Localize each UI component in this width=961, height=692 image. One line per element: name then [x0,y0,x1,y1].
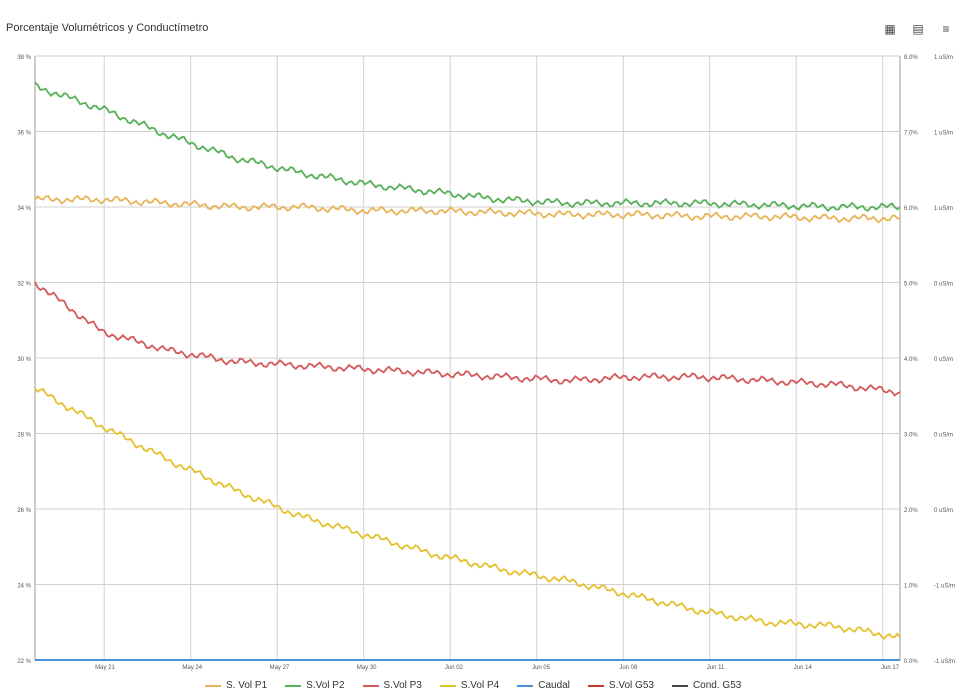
legend-label: S.Vol P4 [460,680,500,691]
document-icon[interactable]: ▤ [912,22,924,36]
legend-item[interactable]: S.Vol P4 [439,680,500,691]
legend-item[interactable]: S.Vol P2 [285,680,345,691]
y-tick-label: 38 % [17,55,31,61]
y-tick-label: 36 % [17,131,31,137]
x-tick-label: Jun 02 [445,665,464,671]
legend-label: S.Vol P3 [383,680,422,691]
legend-label: Cond. G53 [692,680,742,691]
y3-tick-label: 0 uS/m [934,282,953,288]
series-line [34,194,901,224]
y2-tick-label: 2.0% [904,508,918,514]
y2-tick-label: 3.0% [904,433,918,439]
series-line [34,387,901,640]
y2-tick-label: 7.0% [904,131,918,137]
y2-tick-label: 5.0% [904,282,918,288]
y-tick-label: 32 % [17,282,31,288]
y3-tick-label: 0 uS/m [934,433,953,439]
x-tick-label: May 24 [182,665,202,671]
y3-tick-label: 1 uS/m [934,55,953,61]
legend-label: Caudal [538,680,570,691]
legend-item[interactable]: Cond. G53 [671,680,742,691]
menu-icon[interactable]: ≡ [942,22,950,36]
legend-item[interactable]: S.Vol P3 [362,680,422,691]
legend-item[interactable]: S.Vol G53 [587,680,654,691]
y2-tick-label: 6.0% [904,206,918,212]
x-tick-label: Jun 08 [619,665,638,671]
y2-tick-label: 4.0% [904,357,918,363]
legend-swatch [205,684,221,687]
legend-swatch [362,684,379,687]
chart-legend: S. Vol P1 S.Vol P2 S.Vol P3 S.Vol P4 Caudal S… [205,680,741,691]
legend-label: S. Vol P1 [226,680,268,691]
y-tick-label: 28 % [17,433,31,439]
x-tick-label: May 27 [270,665,290,671]
legend-swatch [671,684,688,687]
chart-toolbar: ▦ ▤ ≡ [881,20,955,38]
x-tick-label: Jun 05 [532,665,551,671]
legend-swatch [285,684,302,687]
y-tick-label: 22 % [17,659,31,665]
x-tick-label: May 30 [357,665,377,671]
legend-item[interactable]: S. Vol P1 [205,680,267,691]
legend-swatch [517,684,534,687]
y-tick-label: 34 % [17,206,31,212]
legend-swatch [439,684,456,687]
y3-tick-label: -1 uS/m [934,659,955,665]
y3-tick-label: 1 uS/m [934,206,953,212]
legend-swatch [587,684,604,687]
y-tick-label: 26 % [17,508,31,514]
grid-icon[interactable]: ▦ [884,22,896,36]
x-tick-label: Jun 14 [794,665,813,671]
legend-label: S.Vol G53 [608,680,654,691]
y2-tick-label: 0.0% [904,659,918,665]
y3-tick-label: 1 uS/m [934,131,953,137]
series-line [34,81,901,212]
y3-tick-label: -1 uS/m [934,584,955,590]
series-line [34,281,901,397]
y3-tick-label: 0 uS/m [934,508,953,514]
y-tick-label: 30 % [17,357,31,363]
legend-label: S.Vol P2 [306,680,345,691]
x-tick-label: Jun 17 [881,665,900,671]
y3-tick-label: 0 uS/m [934,357,953,363]
y2-tick-label: 1.0% [904,584,918,590]
x-tick-label: May 21 [95,665,115,671]
legend-item[interactable]: Caudal [517,680,570,691]
chart-title: Porcentaje Volumétricos y Conductímetro [6,22,209,34]
y-tick-label: 24 % [17,584,31,590]
y2-tick-label: 8.0% [904,55,918,61]
x-tick-label: Jun 11 [707,665,725,671]
